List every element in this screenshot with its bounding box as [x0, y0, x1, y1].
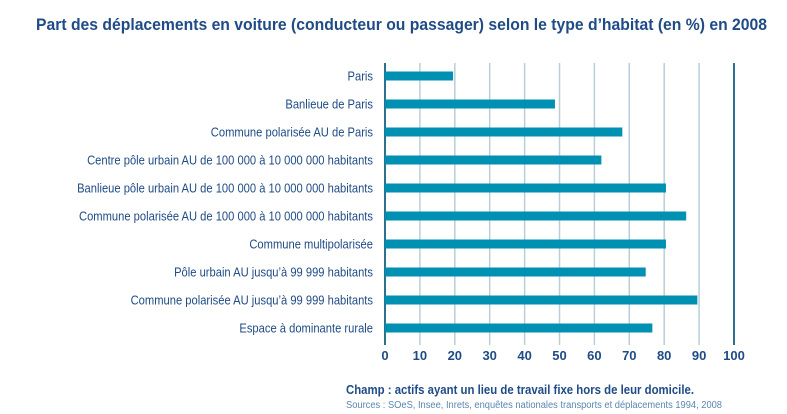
category-label: Commune polarisée AU de Paris [211, 125, 374, 140]
category-label: Centre pôle urbain AU de 100 000 à 10 00… [87, 153, 373, 168]
category-label: Espace à dominante rurale [239, 321, 373, 336]
x-tick-label: 80 [657, 348, 671, 363]
x-tick-label: 90 [692, 348, 706, 363]
x-tick-label: 50 [552, 348, 566, 363]
bar [385, 99, 555, 109]
x-tick-label: 0 [381, 348, 388, 363]
x-tick-label: 60 [587, 348, 601, 363]
bar [385, 183, 666, 193]
bar [385, 71, 454, 81]
x-tick-label: 10 [413, 348, 427, 363]
x-tick-labels: 0 10 20 30 40 50 60 70 80 90 100 [381, 348, 744, 363]
bar [385, 155, 602, 165]
category-label: Paris [348, 69, 374, 84]
bars [385, 71, 698, 333]
category-label: Banlieue de Paris [285, 97, 373, 112]
footnote-scope: Champ : actifs ayant un lieu de travail … [346, 383, 694, 397]
category-labels: Paris Banlieue de Paris Commune polarisée … [77, 69, 373, 336]
bar [385, 239, 666, 249]
x-tick-label: 30 [482, 348, 496, 363]
footnote-sources: Sources : SOeS, Insee, Inrets, enquêtes … [346, 400, 722, 411]
bar [385, 323, 653, 333]
category-label: Commune polarisée AU jusqu’à 99 999 habi… [131, 293, 374, 308]
bar [385, 211, 687, 221]
bar [385, 267, 646, 277]
bar [385, 295, 698, 305]
chart-title: Part des déplacements en voiture (conduc… [36, 15, 767, 34]
category-label: Commune multipolarisée [249, 237, 373, 252]
x-tick-label: 70 [622, 348, 636, 363]
x-tick-label: 40 [517, 348, 531, 363]
gridlines [384, 63, 735, 345]
bar [385, 127, 623, 137]
category-label: Pôle urbain AU jusqu’à 99 999 habitants [174, 265, 373, 280]
x-tick-label: 20 [448, 348, 462, 363]
x-tick-label: 100 [723, 348, 745, 363]
category-label: Banlieue pôle urbain AU de 100 000 à 10 … [77, 181, 373, 196]
category-label: Commune polarisée AU de 100 000 à 10 000… [79, 209, 373, 224]
